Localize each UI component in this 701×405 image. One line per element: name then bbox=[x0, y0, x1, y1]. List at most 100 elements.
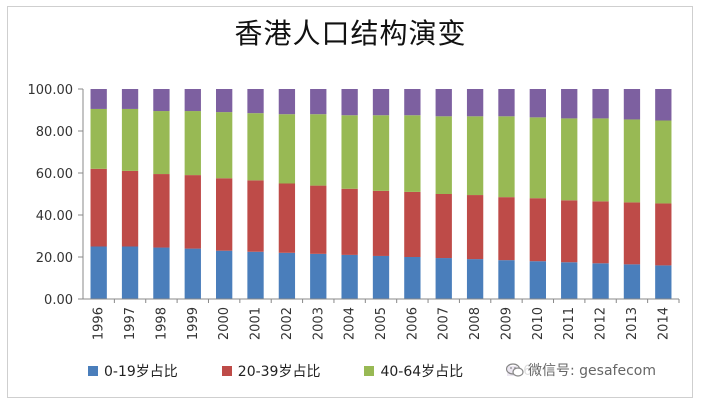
bar-segment bbox=[466, 195, 484, 260]
y-tick-label: 80.00 bbox=[36, 125, 73, 140]
bar-segment bbox=[247, 251, 264, 299]
bar-segment bbox=[90, 89, 107, 109]
bar-segment bbox=[216, 178, 233, 251]
bar-segment bbox=[90, 168, 107, 247]
bar-segment bbox=[121, 246, 139, 299]
bar-segment bbox=[404, 257, 421, 299]
bar-segment bbox=[561, 200, 578, 263]
bar-segment bbox=[341, 89, 358, 116]
bar-segment bbox=[592, 201, 609, 264]
bar-segment bbox=[498, 260, 515, 299]
bar-segment bbox=[561, 118, 578, 201]
x-tick-label: 1997 bbox=[123, 307, 138, 340]
bar-segment bbox=[655, 120, 672, 204]
bar-segment bbox=[372, 190, 390, 256]
legend-item-20-39: 20-39岁占比 bbox=[221, 361, 321, 381]
legend-swatch bbox=[88, 366, 98, 376]
bar-segment bbox=[184, 111, 201, 176]
y-tick-label: 60.00 bbox=[36, 167, 73, 182]
bar-segment bbox=[372, 89, 390, 116]
watermark-text: 微信号: gesafecom bbox=[528, 363, 656, 379]
x-tick-label: 2014 bbox=[656, 307, 671, 340]
bar-segment bbox=[498, 116, 515, 198]
bar-segment bbox=[216, 112, 233, 179]
y-tick-label: 100.00 bbox=[28, 83, 74, 98]
bar-segment bbox=[153, 174, 170, 248]
x-tick-label: 1996 bbox=[92, 307, 107, 340]
x-tick-label: 2000 bbox=[217, 307, 232, 340]
bar-segment bbox=[655, 265, 672, 299]
bar-segment bbox=[529, 198, 546, 262]
x-axis: 1996 1997 1998 1999 2000 2001 2002 2003 2004 2005… bbox=[83, 298, 680, 340]
y-tick-label: 0.00 bbox=[44, 293, 73, 308]
legend-item-40-64: 40-64岁占比 bbox=[364, 361, 463, 381]
bar-segment bbox=[121, 170, 139, 247]
x-tick-label: 2005 bbox=[374, 307, 389, 340]
bar-segment bbox=[184, 175, 201, 249]
bar-segment bbox=[341, 115, 358, 189]
bar-segment bbox=[435, 116, 452, 194]
x-tick-label: 2007 bbox=[437, 307, 452, 340]
bar-segment bbox=[153, 89, 170, 112]
bar-segment bbox=[404, 191, 421, 257]
bar-segment bbox=[247, 180, 264, 252]
bar-segment bbox=[278, 114, 296, 184]
bar-segment bbox=[310, 185, 327, 254]
legend-label: 20-39岁占比 bbox=[237, 364, 321, 380]
bar-segment bbox=[404, 89, 421, 116]
bar-segment bbox=[341, 254, 358, 299]
legend-swatch bbox=[221, 366, 232, 376]
y-tick-label: 20.00 bbox=[36, 251, 73, 266]
bar-segment bbox=[561, 262, 578, 299]
bar-segment bbox=[247, 113, 264, 181]
bar-segment bbox=[278, 89, 296, 115]
legend-swatch bbox=[364, 366, 375, 376]
bar-segment bbox=[466, 116, 484, 196]
wechat-icon bbox=[506, 363, 524, 377]
bar-segment bbox=[216, 89, 233, 113]
bar-segment bbox=[372, 255, 390, 299]
bar-segment bbox=[184, 89, 201, 112]
bar-segment bbox=[466, 259, 484, 299]
bar-segment bbox=[498, 89, 515, 117]
y-axis: 0.00 20.00 40.00 60.00 80.00 100.00 bbox=[28, 83, 84, 308]
x-tick-label: 2008 bbox=[468, 307, 483, 340]
x-tick-label: 1999 bbox=[186, 307, 201, 340]
bar-segment bbox=[310, 253, 327, 299]
bar-segment bbox=[529, 89, 546, 118]
x-tick-label: 2009 bbox=[499, 307, 514, 340]
x-tick-label: 2006 bbox=[405, 307, 420, 340]
bar-segment bbox=[90, 108, 107, 169]
bar-segment bbox=[655, 89, 672, 121]
bar-segment bbox=[278, 252, 296, 299]
x-tick-label: 2001 bbox=[249, 307, 264, 340]
bar-segment bbox=[153, 111, 170, 175]
legend-label: 0-19岁占比 bbox=[104, 364, 178, 380]
bar-segment bbox=[121, 89, 139, 109]
bar-segment bbox=[466, 89, 484, 117]
bar-segment bbox=[247, 89, 264, 114]
bar-segment bbox=[435, 89, 452, 117]
x-tick-label: 2010 bbox=[531, 307, 546, 340]
bar-segment bbox=[121, 108, 139, 171]
bar-segment bbox=[529, 117, 546, 199]
bar-segment bbox=[592, 263, 609, 299]
bar-segment bbox=[498, 197, 515, 261]
bar-segment bbox=[404, 115, 421, 192]
x-tick-label: 1998 bbox=[154, 307, 169, 340]
bar-segment bbox=[623, 119, 641, 203]
x-tick-label: 2003 bbox=[311, 307, 326, 340]
bar-segment bbox=[592, 118, 609, 202]
bar-segment bbox=[623, 264, 641, 299]
bar-segment bbox=[341, 188, 358, 255]
bar-segment bbox=[623, 202, 641, 265]
bar-segment bbox=[372, 115, 390, 191]
y-tick-label: 40.00 bbox=[36, 209, 73, 224]
bar-segment bbox=[310, 89, 327, 115]
x-tick-label: 2011 bbox=[562, 307, 577, 340]
bar-segment bbox=[90, 246, 107, 299]
bar-segment bbox=[184, 248, 201, 299]
bar-segment bbox=[529, 261, 546, 299]
bar-segment bbox=[216, 250, 233, 299]
